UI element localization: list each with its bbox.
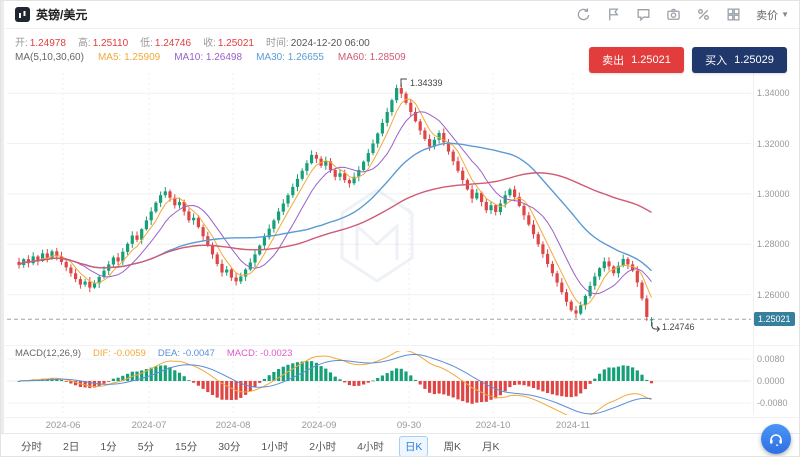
timeframe-tab-分时[interactable]: 分时 [21,440,42,453]
candlestick-chart[interactable] [7,73,751,335]
customer-service-button[interactable] [761,424,791,454]
open-field: 开: 1.24978 [15,38,66,49]
ma30-field: MA30: 1.26655 [256,52,324,63]
ma5-field: MA5: 1.25909 [97,52,161,63]
instrument-logo-icon [15,7,30,22]
macd-axis-label: -0.0080 [757,398,788,408]
price-axis-label: 1.28000 [757,239,790,250]
macd-legend: MACD(12,26,9) DIF: -0.0059 DEA: -0.0047 … [15,348,292,359]
dif-field: DIF: -0.0059 [93,348,146,359]
high-value: 1.25110 [92,38,129,49]
percent-icon[interactable] [696,7,711,22]
sell-button[interactable]: 卖出 1.25021 [589,47,684,73]
ma60-field: MA60: 1.28509 [337,52,406,63]
pane-separator [5,345,799,346]
ma-group-label: MA(5,10,30,60) [15,52,84,63]
pane-separator [5,417,799,418]
x-axis-label: 2024-07 [131,420,167,431]
high-field: 高: 1.25110 [77,38,129,49]
close-field: 收: 1.25021 [203,38,254,49]
axis-separator [753,73,754,415]
x-axis-label: 2024-11 [555,420,591,431]
x-axis-label: 09-30 [396,420,422,431]
timeframe-tab-15分[interactable]: 15分 [175,440,198,453]
x-axis-label: 2024-09 [301,420,337,431]
refresh-icon[interactable] [576,7,591,22]
macd-axis-label: 0.0000 [757,376,785,386]
chevron-down-icon: ▼ [781,10,789,19]
timeframe-tab-1小时[interactable]: 1小时 [261,440,289,453]
x-axis-label: 2024-08 [215,420,251,431]
macd-title: MACD(12,26,9) [15,348,81,359]
timeframe-bar: 分时 2日 1分 5分 15分 30分 1小时 2小时 4小时 日K 周K 月K [1,433,799,456]
price-axis-label: 1.30000 [757,188,790,199]
current-price-tag: 1.25021 [754,312,795,326]
macd-axis-label: 0.0080 [757,354,785,364]
x-axis-label: 2024-10 [475,420,511,431]
close-value: 1.25021 [217,38,254,49]
sell-price-dropdown[interactable]: 卖价 ▼ [756,7,789,23]
camera-icon[interactable] [666,7,681,22]
open-value: 1.24978 [29,38,66,49]
time-value: 2024-12-20 06:00 [290,38,370,49]
toolbar: 卖价 ▼ [576,7,789,23]
timeframe-tab-日K[interactable]: 日K [398,435,429,456]
timeframe-tab-周K[interactable]: 周K [443,440,461,453]
ma-row: MA(5,10,30,60) MA5: 1.25909 MA10: 1.2649… [15,52,406,63]
timeframe-tab-5分[interactable]: 5分 [137,440,155,453]
comment-icon[interactable] [636,7,651,22]
price-axis-label: 1.32000 [757,138,790,149]
sell-price: 1.25021 [631,54,671,66]
buy-button[interactable]: 买入 1.25029 [692,47,787,73]
left-edge-strip [1,1,4,456]
x-axis-label: 2024-06 [45,420,81,431]
timeframe-tab-1分[interactable]: 1分 [100,440,117,453]
buy-price: 1.25029 [734,54,774,66]
peak-annotation: 1.34339 [400,78,443,88]
low-value: 1.24746 [154,38,192,49]
low-field: 低: 1.24746 [140,38,192,49]
grid-icon[interactable] [726,7,741,22]
macd-value-field: MACD: -0.0023 [226,348,293,359]
price-axis-label: 1.34000 [757,88,790,99]
sell-price-dropdown-label: 卖价 [756,9,779,22]
timeframe-tab-2日[interactable]: 2日 [63,440,80,453]
flag-icon[interactable] [606,7,621,22]
price-axis-label: 1.26000 [757,289,790,300]
timeframe-tab-2小时[interactable]: 2小时 [309,440,337,453]
instrument-title: 英镑/美元 [36,8,88,22]
ohlc-row: 开: 1.24978 高: 1.25110 低: 1.24746 收: 1.25021 … [15,34,370,49]
trade-buttons: 卖出 1.25021 买入 1.25029 [589,47,787,73]
time-field: 时间: 2024-12-20 06:00 [266,38,370,49]
timeframe-tab-月K[interactable]: 月K [481,440,500,453]
timeframe-tab-4小时[interactable]: 4小时 [357,440,384,453]
ma10-field: MA10: 1.26498 [174,52,243,63]
macd-chart[interactable] [7,351,751,415]
dea-field: DEA: -0.0047 [157,348,215,359]
top-bar: 英镑/美元 卖价 ▼ [5,1,799,29]
low-annotation: 1.24746 [650,321,695,332]
headset-icon [770,434,782,446]
timeframe-tab-30分[interactable]: 30分 [218,440,241,453]
